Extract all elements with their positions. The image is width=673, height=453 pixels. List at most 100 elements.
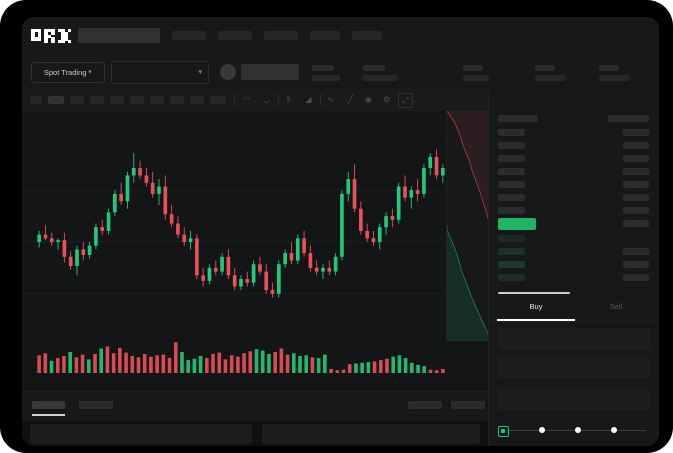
orders-tab-bar	[22, 391, 488, 422]
candlestick-chart-icon[interactable]: ◠	[243, 95, 250, 104]
toolbar-divider	[278, 94, 279, 105]
orderbook-spread-qty	[623, 220, 649, 227]
order-book[interactable]	[489, 111, 659, 297]
settings-gear-icon[interactable]: ⚙	[382, 95, 391, 104]
timeframe-15m[interactable]	[70, 96, 84, 104]
orderbook-ask-qty	[623, 181, 649, 188]
nav-item-3[interactable]	[264, 31, 298, 40]
slider-stop-25[interactable]	[539, 427, 545, 433]
line-chart-icon[interactable]: ∿	[327, 95, 334, 104]
orderbook-ask-qty	[623, 129, 649, 136]
last-price-skeleton	[241, 64, 299, 80]
order-price-field[interactable]	[498, 329, 651, 350]
fullscreen-icon[interactable]: ⤢	[398, 93, 413, 108]
app-screen: Spot Trading ▾ ▾	[22, 17, 659, 446]
nav-item-2[interactable]	[218, 31, 252, 40]
bottom-action-2[interactable]	[451, 401, 485, 409]
bottom-tab-order-history[interactable]	[79, 401, 113, 409]
timeframe-1d[interactable]	[210, 96, 226, 104]
order-amount-field[interactable]	[498, 357, 651, 378]
bottom-tab-open-orders[interactable]	[32, 401, 65, 409]
ticker-stat-change-pct	[363, 65, 397, 81]
orderbook-bid-qty	[623, 248, 649, 255]
orderbook-spread-highlight[interactable]	[498, 218, 536, 230]
orderbook-bid-row[interactable]	[498, 235, 525, 242]
orderbook-ask-row[interactable]	[498, 142, 525, 149]
ticker-stat-volume	[599, 65, 629, 81]
orderbook-ask-row[interactable]	[498, 129, 525, 136]
trading-pair-select[interactable]: ▾	[111, 61, 209, 84]
depth-chart	[446, 110, 490, 341]
order-total-field[interactable]	[498, 389, 651, 410]
timeframe-6h[interactable]	[170, 96, 184, 104]
bottom-card-1[interactable]	[30, 424, 252, 444]
orderbook-ask-row[interactable]	[498, 181, 525, 188]
slider-stop-75[interactable]	[611, 427, 617, 433]
orderbook-ask-qty	[623, 142, 649, 149]
slider-track	[503, 429, 646, 431]
ticker-stat-high	[463, 65, 489, 81]
ticker-stat-low	[535, 65, 565, 81]
nav-item-1[interactable]	[172, 31, 206, 40]
depth-chart-overlay	[446, 110, 490, 341]
timeframe-1m[interactable]	[30, 96, 42, 104]
orderbook-ask-qty	[623, 168, 649, 175]
orderbook-bid-qty	[623, 274, 649, 281]
top-navigation-bar	[22, 17, 659, 53]
timeframe-1h[interactable]	[110, 96, 124, 104]
timeframe-2h[interactable]	[130, 96, 144, 104]
toolbar-divider	[234, 94, 235, 105]
okx-logo-icon[interactable]	[31, 29, 72, 44]
slider-stop-50[interactable]	[575, 427, 581, 433]
active-tab-underline	[32, 414, 65, 416]
bottom-cards-row	[22, 421, 488, 446]
camera-icon[interactable]: ◉	[365, 95, 372, 104]
orderbook-ask-row[interactable]	[498, 155, 525, 162]
nav-item-4[interactable]	[310, 31, 340, 40]
buy-sell-tab-bar: Buy Sell	[489, 297, 659, 322]
trade-tab-buy[interactable]: Buy	[529, 302, 543, 311]
orderbook-ask-qty	[623, 207, 649, 214]
amount-percent-slider[interactable]	[498, 425, 651, 437]
slider-handle[interactable]	[498, 426, 509, 437]
orderbook-divider	[498, 292, 570, 294]
bottom-card-2[interactable]	[262, 424, 480, 444]
spot-trading-selector[interactable]: Spot Trading ▾	[31, 62, 105, 83]
ticker-bar: Spot Trading ▾ ▾	[22, 53, 659, 90]
drawing-pencil-icon[interactable]: ╱	[348, 95, 353, 104]
bottom-action-1[interactable]	[408, 401, 442, 409]
orderbook-trade-panel: Buy Sell	[488, 89, 659, 446]
timeframe-5m[interactable]	[48, 96, 64, 104]
bar-chart-icon[interactable]: ‖	[286, 95, 291, 104]
trade-tab-sell[interactable]: Sell	[609, 302, 623, 311]
timeframe-12h[interactable]	[190, 96, 204, 104]
orderbook-ask-row[interactable]	[498, 194, 525, 201]
pair-avatar	[220, 64, 236, 80]
ticker-stat-change	[312, 65, 340, 81]
orderbook-ask-qty	[623, 155, 649, 162]
active-trade-tab-underline	[497, 319, 575, 321]
hollow-candle-icon[interactable]: ◡	[263, 95, 270, 104]
chevron-down-icon: ▾	[88, 67, 92, 76]
chevron-down-icon: ▾	[198, 69, 202, 76]
global-search-input[interactable]	[78, 28, 160, 43]
candlestick-chart[interactable]	[22, 111, 488, 391]
orderbook-bid-qty	[623, 261, 649, 268]
orderbook-bid-row[interactable]	[498, 274, 525, 281]
nav-item-5[interactable]	[352, 31, 382, 40]
timeframe-30m[interactable]	[90, 96, 104, 104]
orderbook-ask-row[interactable]	[498, 168, 525, 175]
orderbook-ask-qty	[623, 194, 649, 201]
orderbook-row-header	[498, 115, 538, 122]
spot-trading-label: Spot Trading	[43, 68, 87, 77]
orderbook-row-header-right	[608, 115, 649, 122]
price-chart-panel[interactable]	[22, 110, 490, 391]
toolbar-divider	[320, 94, 321, 105]
orderbook-ask-row[interactable]	[498, 207, 525, 214]
heikin-ashi-icon[interactable]: ◢	[305, 95, 312, 104]
device-bezel: Spot Trading ▾ ▾	[4, 4, 669, 449]
orderbook-bid-row[interactable]	[498, 248, 525, 255]
orderbook-bid-row[interactable]	[498, 261, 525, 268]
timeframe-4h[interactable]	[150, 96, 164, 104]
